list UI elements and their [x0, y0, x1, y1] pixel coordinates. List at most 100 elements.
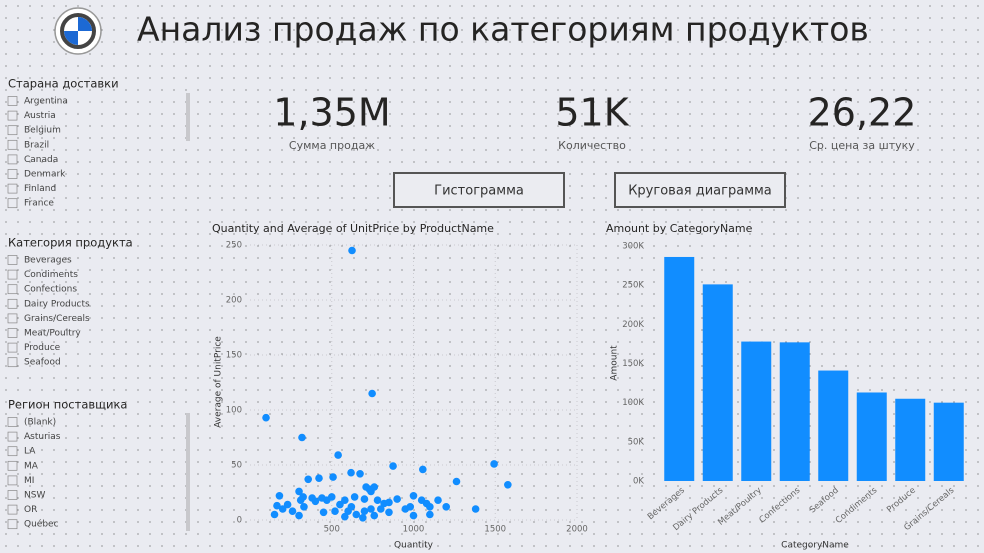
scrollbar[interactable] [186, 93, 190, 141]
checkbox[interactable] [7, 298, 18, 309]
y-axis-label: Average of UnitPrice [214, 336, 224, 428]
scatter-point [288, 507, 297, 515]
checkbox[interactable] [7, 446, 18, 457]
scatter-point [389, 462, 397, 470]
slicer-item[interactable]: Denmark [24, 170, 66, 180]
slicer-item[interactable]: OR [24, 505, 37, 515]
button[interactable] [614, 172, 786, 208]
slicer-item[interactable]: Confections [24, 285, 77, 295]
slicer-item[interactable]: Brazil [24, 140, 49, 150]
scrollbar[interactable] [186, 413, 190, 531]
slicer-item[interactable]: Produce [24, 343, 61, 353]
scatter-point [296, 496, 305, 505]
scatter-point [329, 473, 337, 481]
checkbox[interactable] [7, 519, 18, 530]
slicer-item[interactable]: Meat/Poultry [24, 329, 81, 339]
scatter-point [409, 492, 418, 500]
checkbox[interactable] [7, 284, 18, 295]
kpi-value: 26,22 [808, 91, 917, 135]
scatter-point [300, 503, 308, 511]
scatter-point [334, 451, 342, 459]
checkbox[interactable] [7, 475, 18, 486]
scatter-point [377, 505, 385, 513]
scatter-point [298, 433, 306, 442]
y-tick-label: 250 [226, 241, 242, 251]
checkbox[interactable] [7, 96, 18, 106]
slicer-item[interactable]: Argentina [24, 97, 68, 107]
checkbox[interactable] [7, 183, 18, 194]
checkbox[interactable] [7, 342, 18, 353]
scatter-point [367, 505, 375, 513]
checkbox[interactable] [7, 357, 18, 368]
slicer-item[interactable]: (Blank) [24, 418, 56, 428]
slicer-item[interactable]: Seafood [24, 358, 61, 368]
kpi-label: Сумма продаж [289, 139, 375, 152]
slicer-item[interactable]: MI [24, 476, 34, 486]
kpi-label: Количество [558, 139, 626, 152]
checkbox[interactable] [7, 504, 18, 515]
chart-title: Quantity and Average of UnitPrice by Pro… [212, 222, 494, 235]
y-tick-label: 0 [237, 516, 242, 526]
button-label[interactable]: Гистограмма [434, 184, 524, 199]
checkbox[interactable] [7, 269, 18, 280]
checkbox[interactable] [7, 255, 18, 265]
scatter-point [370, 511, 379, 520]
checkbox[interactable] [7, 198, 18, 209]
checkbox[interactable] [7, 417, 18, 427]
scatter-point [356, 470, 364, 478]
y-tick-label: 250K [622, 281, 644, 291]
checkbox[interactable] [7, 460, 18, 471]
x-tick-label: 500 [324, 525, 340, 535]
slicer-item[interactable]: Condiments [24, 270, 78, 280]
checkbox[interactable] [7, 328, 18, 338]
slicer-item[interactable]: LA [24, 447, 36, 457]
checkbox[interactable] [7, 490, 18, 500]
slicer-title: Регион поставщика [8, 398, 127, 412]
scatter-point [275, 492, 284, 500]
slicer-item[interactable]: Austria [24, 111, 56, 121]
scatter-point [359, 514, 367, 522]
checkbox[interactable] [7, 169, 18, 179]
checkbox[interactable] [7, 139, 18, 150]
slicer-item[interactable]: NSW [24, 491, 45, 501]
slicer-item[interactable]: Grains/Cereals [24, 314, 90, 324]
scatter-point [370, 483, 379, 491]
slicer-item[interactable]: Beverages [24, 256, 72, 266]
scatter-point [352, 510, 361, 519]
slicer-item[interactable]: France [24, 199, 54, 209]
bar [664, 256, 695, 481]
slicer-item[interactable]: Finland [24, 184, 56, 194]
checkbox[interactable] [7, 125, 18, 136]
scatter-point [406, 503, 415, 511]
button-label[interactable]: Круговая диаграмма [628, 184, 772, 199]
bar [702, 284, 733, 481]
scatter-point [341, 496, 349, 505]
x-axis-label: Quantity [394, 541, 434, 551]
slicer-item[interactable]: Dairy Products [24, 299, 90, 309]
button[interactable] [393, 172, 565, 208]
slicer-item[interactable]: Canada [24, 155, 58, 165]
scatter-point [347, 468, 355, 477]
scatter-point [348, 246, 356, 255]
checkbox[interactable] [7, 154, 18, 165]
x-tick-label: Seafood [808, 486, 841, 516]
kpi-label: Ср. цена за штуку [809, 139, 915, 152]
checkbox[interactable] [7, 431, 18, 442]
scatter-point [295, 511, 303, 520]
bar [818, 370, 849, 481]
x-tick-label: 1000 [403, 525, 425, 535]
x-tick-label: Condiments [834, 485, 880, 526]
checkbox[interactable] [7, 313, 18, 324]
x-axis-label: CategoryName [781, 541, 849, 551]
slicer-item[interactable]: Québec [24, 519, 59, 530]
bar [779, 342, 810, 481]
scatter-point [393, 495, 401, 503]
logo [54, 7, 102, 55]
page-title: Анализ продаж по категориям продуктов [137, 10, 869, 49]
slicer-item[interactable]: Asturias [24, 432, 61, 442]
scatter-point [385, 498, 393, 507]
slicer-item[interactable]: MA [24, 461, 39, 471]
slicer-item[interactable]: Belgium [24, 126, 61, 136]
checkbox[interactable] [7, 110, 18, 121]
